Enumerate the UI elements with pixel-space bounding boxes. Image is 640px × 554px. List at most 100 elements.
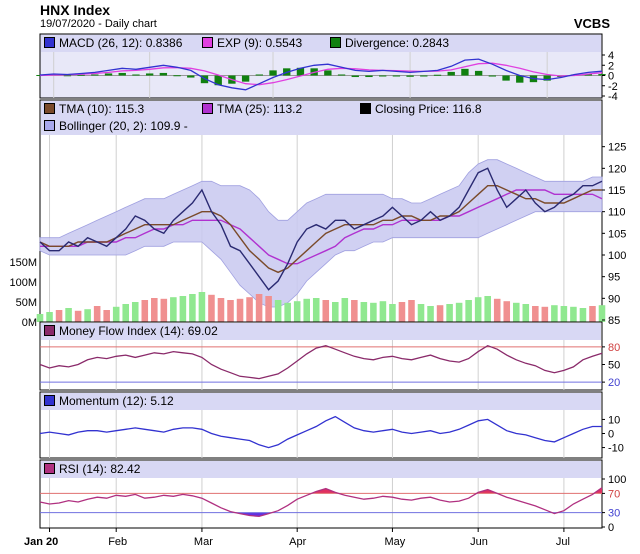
divergence-bar — [392, 75, 401, 77]
volume-bar — [589, 306, 596, 322]
volume-bar — [341, 298, 349, 322]
price-legend-item: TMA (25): 113.2 — [198, 101, 356, 118]
legend-swatch — [360, 103, 371, 114]
divergence-bar — [77, 74, 85, 76]
volume-bar — [189, 294, 196, 322]
volume-bar — [103, 310, 110, 322]
divergence-bar — [461, 68, 469, 76]
momentum-line — [39, 415, 602, 449]
divergence-bar — [351, 75, 359, 78]
y-tick-label: 100 — [608, 474, 626, 486]
volume-bar — [570, 306, 577, 322]
legend-swatch — [44, 120, 55, 131]
x-tick-label: Jan 20 — [24, 536, 58, 548]
volume-bar — [160, 298, 168, 322]
volume-bar — [436, 305, 444, 322]
y-tick-label: 20 — [608, 377, 620, 389]
volume-bar — [198, 292, 206, 322]
volume-bar — [131, 302, 139, 322]
rsi-line — [39, 487, 603, 518]
volume-bar — [84, 309, 91, 322]
divergence-bar — [337, 74, 346, 76]
divergence-bar — [365, 75, 373, 78]
volume-bar — [512, 302, 520, 322]
legend-swatch — [44, 395, 55, 406]
volume-bar — [122, 304, 130, 322]
macd-legend-item: EXP (9): 0.5543 — [198, 35, 326, 52]
divergence-bar — [379, 75, 387, 77]
divergence-bar — [543, 75, 551, 81]
y-tick-label: 30 — [608, 508, 620, 520]
x-tick-label: Apr — [289, 536, 306, 548]
y-tick-label: 85 — [608, 315, 620, 327]
volume-bar — [360, 302, 368, 322]
divergence-bar — [488, 75, 497, 77]
volume-bar — [484, 296, 491, 322]
divergence-bar — [584, 73, 592, 76]
legend-swatch — [44, 325, 55, 336]
legend-label: TMA (25): 113.2 — [217, 102, 303, 116]
volume-bar — [208, 294, 215, 322]
volume-bar — [151, 298, 158, 322]
divergence-bar — [200, 75, 209, 84]
volume-bar — [179, 296, 187, 322]
volume-bar — [551, 305, 558, 322]
divergence-bar — [159, 72, 168, 76]
y-tick-label: 115 — [608, 185, 626, 197]
price-legend-item: Bollinger (20, 2): 109.9 - 117.9 — [40, 118, 198, 135]
volume-bar — [332, 302, 339, 322]
volume-bar — [560, 306, 568, 322]
chart-title: HNX Index — [40, 2, 111, 18]
price-legend-item: TMA (10): 115.3 — [40, 101, 198, 118]
divergence-bar — [447, 71, 455, 76]
divergence-bar — [241, 75, 250, 82]
volume-bar — [322, 300, 330, 322]
volume-bar — [293, 301, 301, 322]
rsi-legend-item: RSI (14): 82.42 — [40, 461, 340, 478]
y-tick-label: -2 — [608, 81, 618, 93]
divergence-bar — [91, 74, 99, 76]
chart-subtitle: 19/07/2020 - Daily chart — [40, 18, 157, 30]
volume-bar — [351, 300, 358, 322]
volume-bar — [65, 308, 72, 322]
rsi-legend: RSI (14): 82.42 — [40, 461, 602, 478]
legend-swatch — [44, 37, 55, 48]
price-legend-item: Closing Price: 116.8 — [356, 101, 586, 118]
volume-bar — [112, 306, 120, 322]
momentum-legend-bar — [41, 393, 601, 410]
y-tick-label: 125 — [608, 142, 626, 154]
x-tick-label: Jun — [470, 536, 488, 548]
volume-bar — [93, 306, 101, 322]
closing-price-line — [39, 167, 603, 291]
momentum-legend: Momentum (12): 5.12 — [40, 393, 602, 410]
x-tick-label: Mar — [194, 536, 213, 548]
y-tick-label: 100 — [608, 250, 626, 262]
divergence-bar — [324, 70, 332, 76]
legend-swatch — [44, 103, 55, 114]
momentum-legend-item: Momentum (12): 5.12 — [40, 393, 340, 410]
macd-legend-item: Divergence: 0.2843 — [326, 35, 596, 52]
y-tick-label: 0 — [608, 522, 614, 534]
volume-bar — [246, 297, 253, 322]
divergence-bar — [63, 75, 72, 77]
divergence-bar — [104, 73, 113, 76]
y-tick-label: 120 — [608, 163, 626, 175]
y-tick-label: 50 — [608, 360, 620, 372]
volume-tick-label: 150M — [9, 257, 37, 269]
volume-bar — [493, 298, 501, 322]
divergence-bar — [433, 74, 442, 76]
y-tick-label: 0 — [608, 429, 614, 441]
volume-bar — [598, 305, 606, 322]
x-tick-label: May — [384, 536, 405, 548]
y-tick-label: 10 — [608, 414, 620, 426]
macd-legend: MACD (26, 12): 0.8386 EXP (9): 0.5543 Dive… — [40, 35, 602, 52]
tma25-line — [40, 189, 603, 265]
volume-bar — [541, 306, 549, 322]
volume-bar — [170, 297, 177, 322]
legend-label: Momentum (12): 5.12 — [59, 394, 174, 408]
volume-bar — [398, 302, 406, 322]
legend-label: RSI (14): 82.42 — [59, 462, 141, 476]
price-legend-bar — [41, 101, 601, 135]
legend-label: Divergence: 0.2843 — [345, 36, 450, 50]
